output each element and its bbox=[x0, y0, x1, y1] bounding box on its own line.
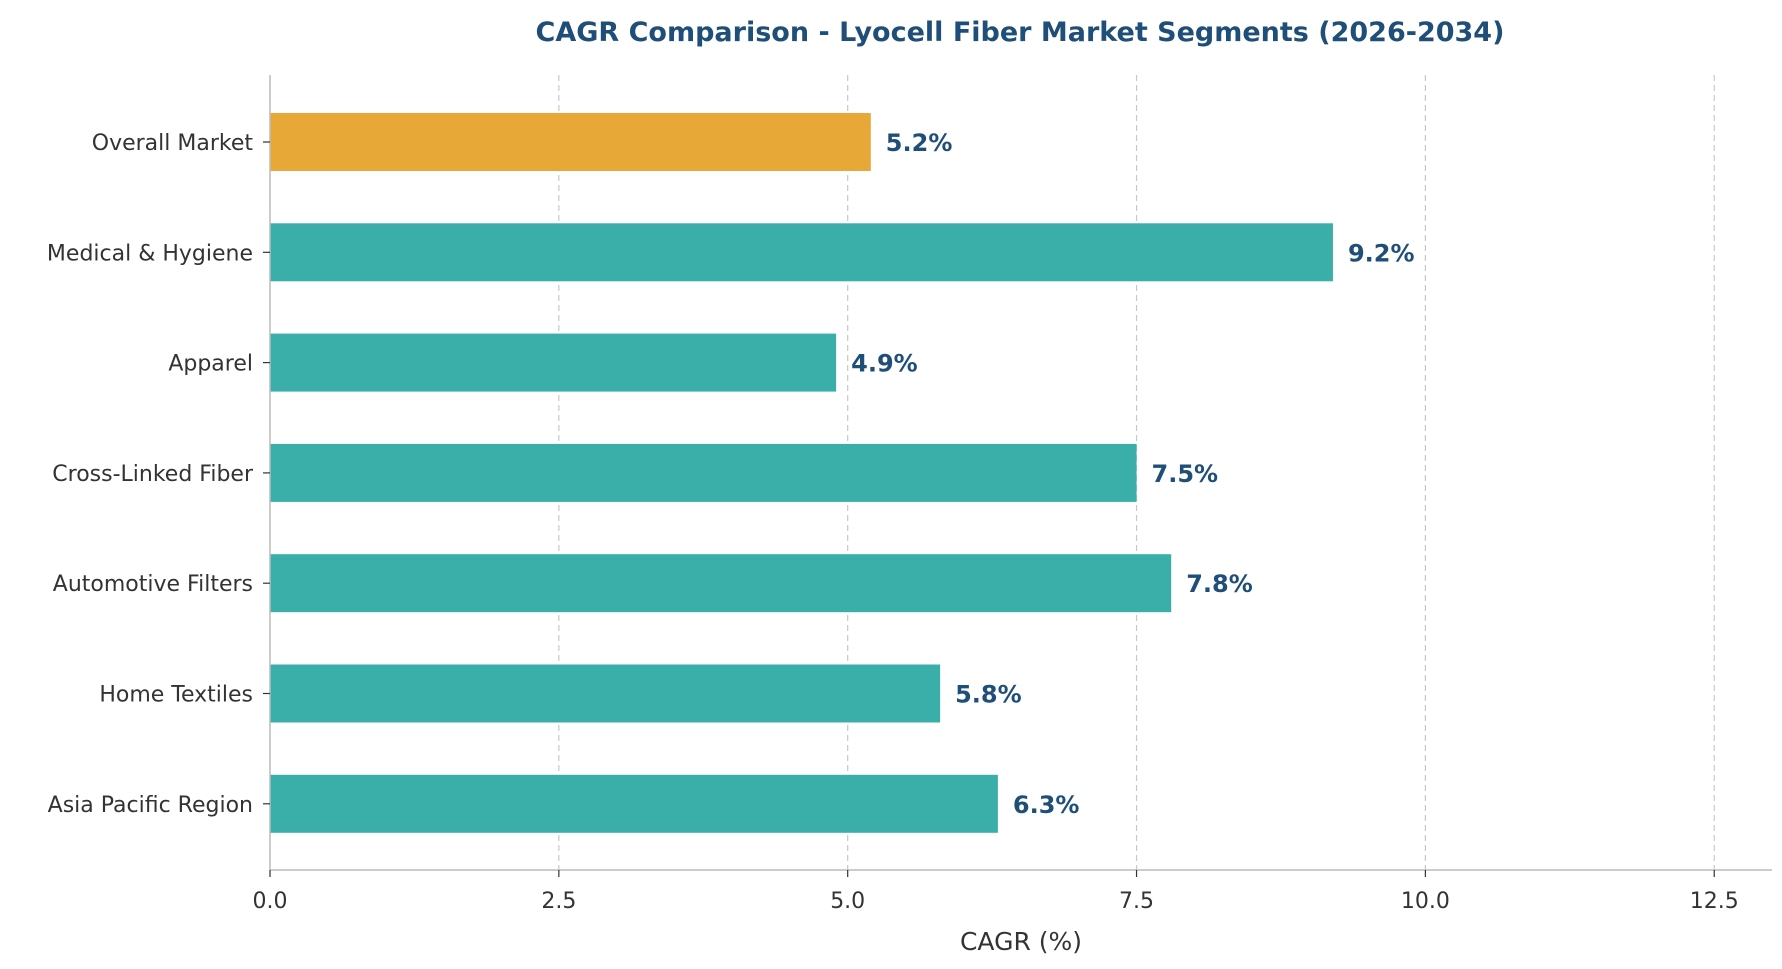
bar-apparel bbox=[270, 333, 837, 392]
y-tick-labels: Overall Market Medical & Hygiene Apparel Cr… bbox=[47, 131, 270, 818]
bar-overall-market bbox=[270, 113, 871, 171]
bar-home-textiles bbox=[270, 664, 941, 723]
data-label: 5.8% bbox=[955, 681, 1022, 709]
data-label: 9.2% bbox=[1348, 239, 1415, 267]
y-tick-label: Cross-Linked Fiber bbox=[52, 462, 254, 487]
grid-lines bbox=[558, 75, 1715, 870]
x-tick-label: 0.0 bbox=[253, 889, 288, 914]
x-tick-labels: 0.0 2.5 5.0 7.5 10.0 12.5 bbox=[253, 870, 1739, 914]
y-tick-label: Overall Market bbox=[92, 131, 254, 156]
bar-medical-hygiene bbox=[270, 223, 1333, 282]
bar-asia-pacific-region bbox=[270, 774, 998, 833]
data-labels: 5.2% 9.2% 4.9% 7.5% 7.8% 5.8% 6.3% bbox=[851, 129, 1414, 819]
data-label: 7.5% bbox=[1152, 460, 1219, 488]
x-tick-label: 7.5 bbox=[1119, 889, 1154, 914]
y-tick-label: Home Textiles bbox=[99, 683, 253, 708]
x-tick-label: 2.5 bbox=[541, 889, 576, 914]
data-label: 4.9% bbox=[851, 350, 918, 378]
y-tick-label: Automotive Filters bbox=[53, 572, 253, 597]
bar-cross-linked-fiber bbox=[270, 443, 1137, 502]
y-tick-label: Apparel bbox=[168, 352, 253, 377]
chart-title: CAGR Comparison - Lyocell Fiber Market S… bbox=[536, 17, 1505, 48]
data-label: 7.8% bbox=[1186, 570, 1253, 598]
x-axis-label: CAGR (%) bbox=[960, 927, 1082, 956]
data-label: 5.2% bbox=[886, 129, 953, 157]
x-tick-label: 5.0 bbox=[830, 889, 865, 914]
data-label: 6.3% bbox=[1013, 791, 1080, 819]
x-tick-label: 12.5 bbox=[1690, 889, 1739, 914]
y-tick-label: Medical & Hygiene bbox=[47, 241, 253, 266]
bar-automotive-filters bbox=[270, 554, 1172, 613]
x-tick-label: 10.0 bbox=[1401, 889, 1450, 914]
bars bbox=[270, 113, 1333, 833]
y-tick-label: Asia Pacific Region bbox=[48, 793, 253, 818]
